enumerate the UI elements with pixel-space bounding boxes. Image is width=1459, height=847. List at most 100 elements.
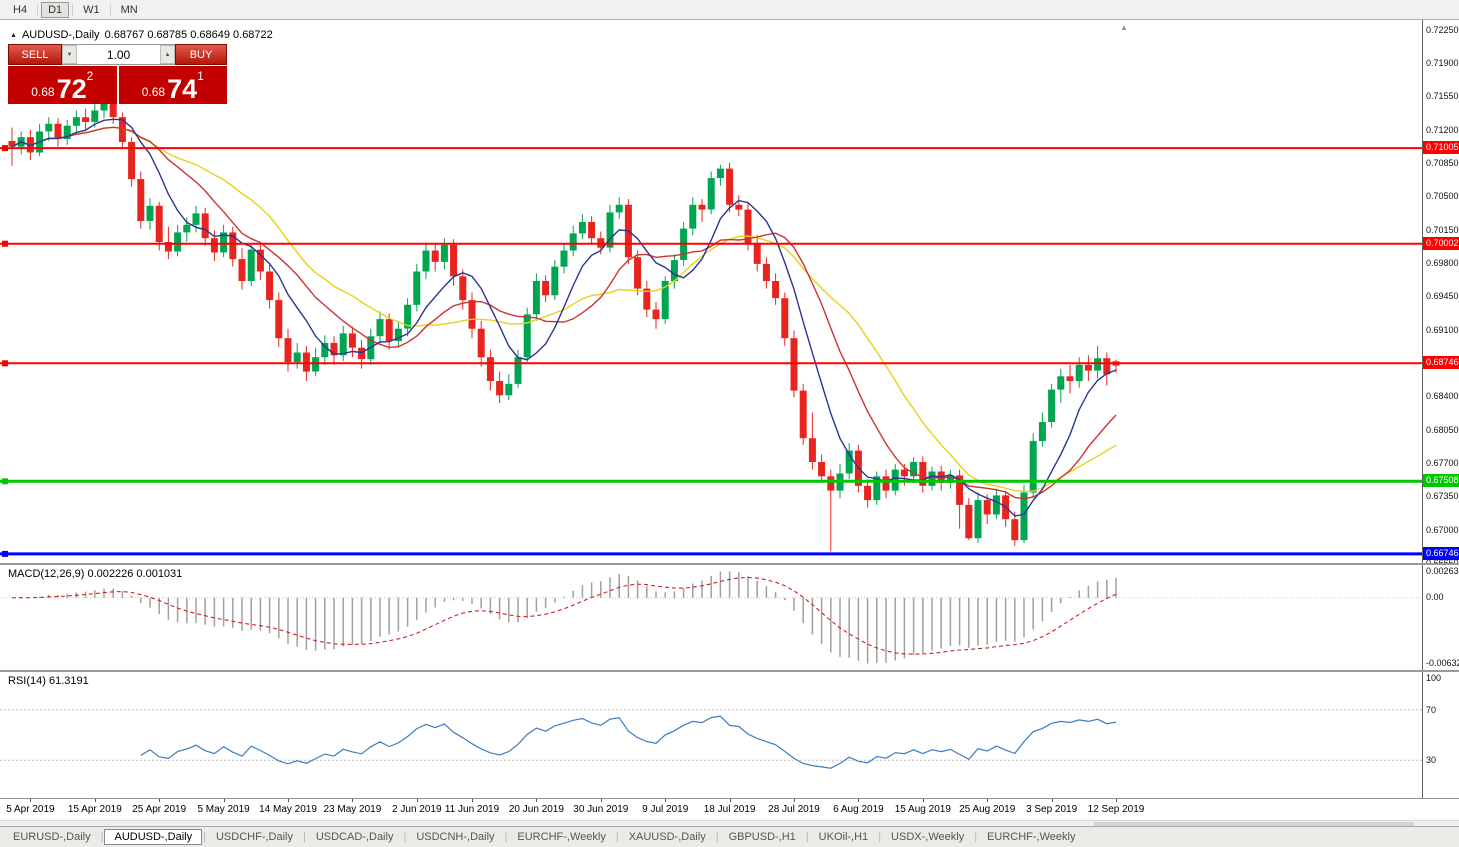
date-axis-label: 2 Jun 2019 — [392, 804, 442, 815]
timeframe-toolbar: H4 D1 W1 MN — [0, 0, 1459, 20]
buy-price-pips: 74 — [167, 74, 198, 105]
date-axis-label: 6 Aug 2019 — [833, 804, 884, 815]
tab-separator: | — [203, 831, 206, 843]
chart-tab[interactable]: AUDUSD-,Daily — [104, 829, 203, 845]
panel-separator[interactable] — [0, 563, 1459, 565]
timeframe-h4-button[interactable]: H4 — [6, 2, 34, 18]
tab-separator: | — [302, 831, 306, 843]
date-axis: 5 Apr 2019 15 Apr 2019 25 Apr 2019 5 May 20… — [0, 798, 1459, 820]
sell-button[interactable]: SELL — [8, 44, 62, 65]
rsi-label: RSI(14) 61.3191 — [8, 675, 89, 687]
timeframe-d1-button[interactable]: D1 — [41, 1, 70, 18]
chart-tab[interactable]: EURCHF-,Weekly — [517, 831, 606, 843]
macd-canvas[interactable] — [0, 565, 1422, 670]
scrollbar-thumb[interactable] — [1094, 822, 1414, 826]
macd-axis: 0.00263 0.00 -0.00632 — [1422, 565, 1459, 670]
price-level-badge: 0.67508 — [1423, 474, 1459, 488]
chart-tab[interactable]: USDX-,Weekly — [891, 831, 965, 843]
price-axis-label: 0.70150 — [1426, 224, 1459, 235]
tab-separator: | — [403, 831, 407, 843]
date-tick-mark — [94, 799, 96, 802]
rsi-panel: 100 70 30 RSI(14) 61.3191 — [0, 672, 1459, 798]
rsi-axis-label: 100 — [1426, 673, 1442, 683]
date-axis-label: 11 Jun 2019 — [444, 804, 500, 815]
price-chart-panel: 0.72250 0.71900 0.71550 0.71200 0.70850 0.705… — [0, 20, 1459, 563]
price-axis-label: 0.68400 — [1426, 391, 1459, 402]
chart-tab[interactable]: UKOil-,H1 — [818, 831, 869, 843]
date-tick-mark — [794, 799, 795, 802]
chart-tab[interactable]: GBPUSD-,H1 — [728, 831, 796, 843]
date-axis-label: 14 May 2019 — [259, 804, 317, 815]
timeframe-mn-button[interactable]: MN — [114, 2, 145, 18]
macd-panel: 0.00263 0.00 -0.00632 MACD(12,26,9) 0.0022… — [0, 565, 1459, 670]
price-axis-label: 0.67700 — [1426, 457, 1459, 468]
date-axis-label: 18 Jul 2019 — [703, 804, 756, 815]
date-tick-mark — [1051, 799, 1053, 802]
date-tick-mark — [858, 799, 860, 802]
chart-tab[interactable]: USDCNH-,Daily — [416, 831, 495, 843]
rsi-canvas[interactable] — [0, 672, 1422, 798]
panel-separator[interactable] — [0, 670, 1459, 672]
toolbar-separator — [109, 3, 111, 16]
price-axis-label: 0.69100 — [1426, 324, 1459, 335]
timeframe-w1-button[interactable]: W1 — [76, 2, 107, 18]
volume-control: ▼ ▲ — [62, 44, 175, 65]
buy-price-base: 0.68 — [141, 85, 166, 99]
date-tick-mark — [536, 799, 538, 802]
price-axis-label: 0.68050 — [1426, 424, 1459, 435]
price-axis-label: 0.71200 — [1426, 124, 1459, 135]
price-level-badge: 0.66746 — [1423, 546, 1459, 560]
chart-tab[interactable]: USDCAD-,Daily — [315, 831, 394, 843]
date-tick-mark — [1116, 799, 1117, 802]
macd-axis-label: 0.00263 — [1426, 566, 1459, 576]
buy-price-display[interactable]: 0.68 74 1 — [118, 66, 227, 105]
chart-tab[interactable]: EURCHF-,Weekly — [987, 831, 1076, 843]
price-axis-label: 0.70500 — [1426, 191, 1459, 202]
date-tick-mark — [729, 799, 731, 802]
date-axis-label: 5 May 2019 — [197, 804, 250, 815]
buy-button[interactable]: BUY — [175, 44, 227, 65]
chart-shift-icon[interactable]: ▲ — [1120, 23, 1128, 32]
volume-decrease-button[interactable]: ▼ — [62, 45, 77, 64]
date-axis-label: 28 Jul 2019 — [768, 804, 820, 815]
tab-separator: | — [805, 831, 809, 843]
toolbar-separator — [37, 3, 39, 16]
price-level-badge: 0.70002 — [1423, 236, 1459, 250]
date-axis-label: 25 Apr 2019 — [132, 804, 187, 815]
date-tick-mark — [223, 799, 225, 802]
sell-price-point: 2 — [86, 69, 94, 83]
date-tick-mark — [922, 799, 924, 802]
chart-tab[interactable]: XAUUSD-,Daily — [628, 831, 706, 843]
sell-price-base: 0.68 — [31, 85, 55, 99]
sell-price-pips: 72 — [56, 74, 87, 105]
rsi-axis-label: 30 — [1426, 755, 1437, 766]
price-axis-label: 0.71900 — [1426, 57, 1459, 68]
macd-axis-label: -0.00632 — [1426, 658, 1459, 668]
date-tick-mark — [600, 799, 602, 802]
date-tick-mark — [352, 799, 354, 802]
ohlc-values: 0.68767 0.68785 0.68649 0.68722 — [104, 29, 273, 41]
price-axis-label: 0.67000 — [1426, 524, 1459, 535]
date-axis-label: 25 Aug 2019 — [959, 804, 1016, 815]
chart-tab[interactable]: USDCHF-,Daily — [215, 831, 293, 843]
price-axis-label: 0.69450 — [1426, 291, 1459, 302]
volume-input[interactable] — [77, 45, 160, 64]
date-axis-label: 23 May 2019 — [323, 804, 382, 815]
price-axis-label: 0.72250 — [1426, 24, 1459, 35]
date-axis-label: 9 Jul 2019 — [642, 804, 689, 815]
macd-axis-label: 0.00 — [1426, 591, 1444, 602]
macd-label: MACD(12,26,9) 0.002226 0.001031 — [8, 568, 183, 580]
sell-price-display[interactable]: 0.68 72 2 — [8, 66, 117, 104]
rsi-axis-label: 70 — [1426, 704, 1437, 715]
volume-increase-button[interactable]: ▲ — [160, 45, 175, 64]
price-chart-canvas[interactable] — [0, 20, 1422, 563]
date-axis-label: 3 Sep 2019 — [1026, 804, 1078, 815]
chart-tab[interactable]: EURUSD-,Daily — [13, 831, 91, 843]
rsi-axis: 100 70 30 — [1422, 672, 1459, 798]
horizontal-scrollbar[interactable] — [0, 820, 1459, 826]
tab-separator: | — [100, 831, 104, 843]
tab-separator: | — [715, 831, 719, 843]
date-axis-label: 5 Apr 2019 — [6, 804, 55, 815]
date-tick-mark — [288, 799, 289, 802]
tab-separator: | — [974, 831, 978, 843]
